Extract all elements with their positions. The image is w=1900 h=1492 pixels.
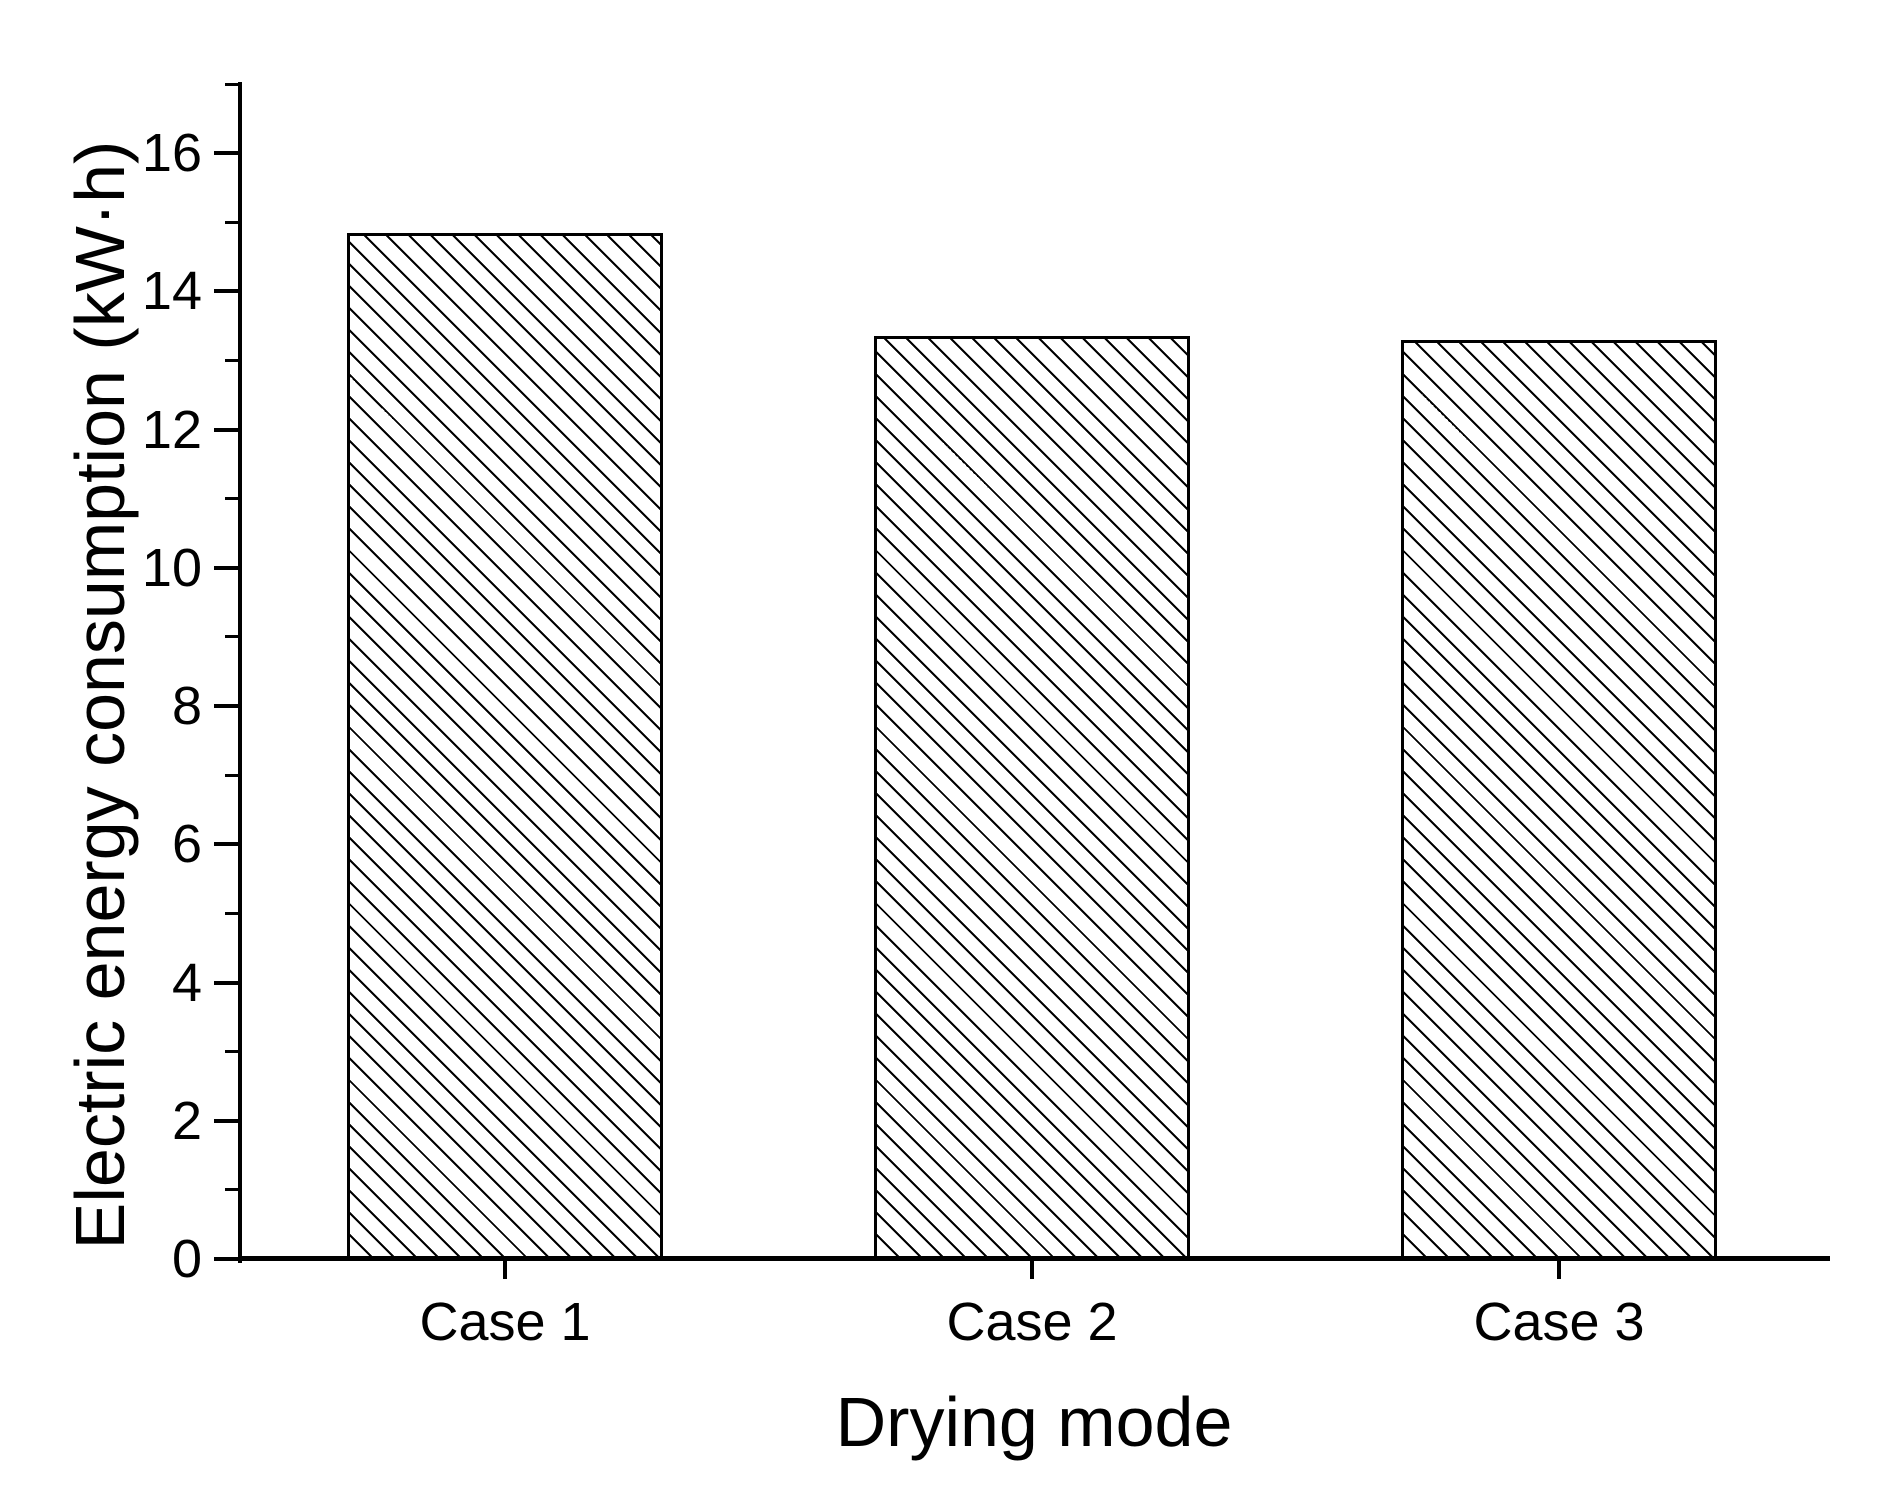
y-major-tick [214,704,238,709]
y-minor-tick [225,82,238,86]
x-tick [1557,1261,1561,1279]
y-tick-label: 6 [171,814,202,875]
y-major-tick [214,1257,238,1261]
y-major-tick [214,842,238,847]
y-tick-label: 16 [141,123,202,184]
y-minor-tick [225,220,238,224]
y-tick-label: 2 [171,1090,202,1151]
y-minor-tick [225,1050,238,1054]
y-major-tick [214,151,238,156]
y-minor-tick [225,497,238,501]
y-major-tick [214,980,238,985]
y-major-tick [214,565,238,570]
bar-case-2 [874,336,1190,1259]
y-tick-label: 14 [141,261,202,322]
y-tick-label: 12 [141,399,202,460]
x-category-label: Case 1 [419,1292,591,1352]
x-category-label: Case 2 [946,1292,1118,1352]
bar-case-3 [1401,339,1717,1259]
y-tick-label: 4 [171,952,202,1013]
y-axis-spine [238,82,242,1263]
y-minor-tick [225,773,238,777]
y-major-tick [214,1118,238,1123]
x-tick [1030,1261,1034,1279]
y-major-tick [214,289,238,294]
y-minor-tick [225,358,238,362]
y-tick-label: 8 [171,676,202,737]
y-minor-tick [225,635,238,639]
bar-case-1 [347,232,663,1259]
x-category-label: Case 3 [1473,1292,1645,1352]
y-tick-label: 0 [171,1229,202,1289]
y-minor-tick [225,1188,238,1192]
x-tick [503,1261,507,1279]
y-minor-tick [225,911,238,915]
y-major-tick [214,427,238,432]
x-axis-title: Drying mode [835,1383,1233,1461]
y-tick-label: 10 [141,537,202,598]
